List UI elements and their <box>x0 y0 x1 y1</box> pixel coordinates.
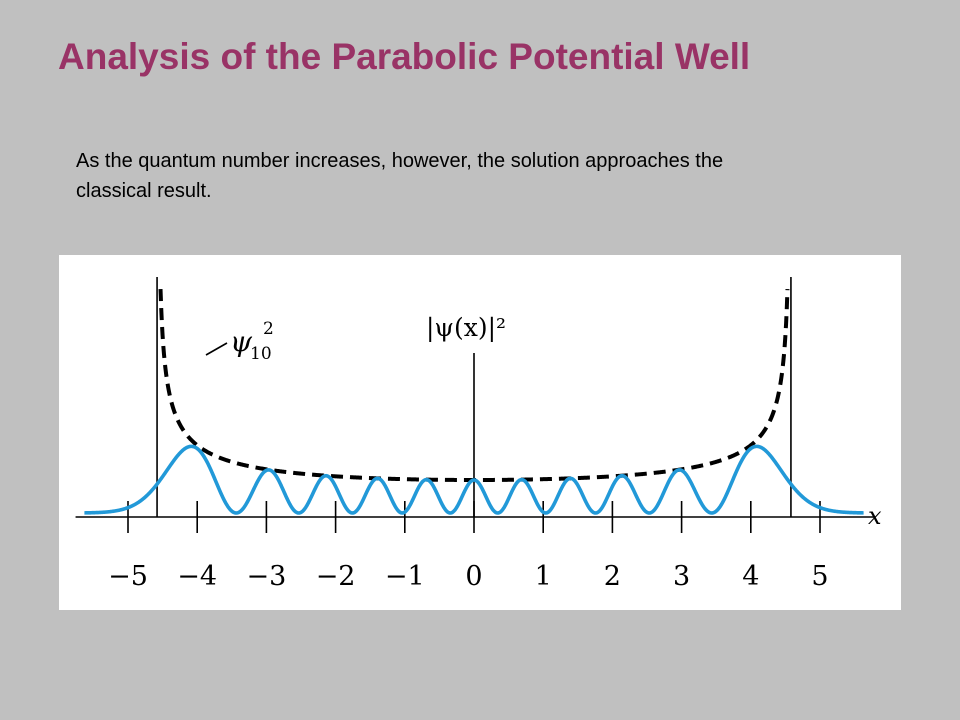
y-axis-label-text: |ψ(x)|² <box>426 313 506 343</box>
series-annotation-psi10: ψ 10 2 <box>205 319 274 364</box>
probability-density-chart: −5 −4 −3 −2 −1 0 1 2 3 4 5 x |ψ(x)|² ψ 10 2 <box>75 277 882 592</box>
annotation-superscript: 2 <box>263 319 274 339</box>
chart-figure: −5 −4 −3 −2 −1 0 1 2 3 4 5 x |ψ(x)|² ψ 10 2 <box>59 255 901 610</box>
x-tick-label: −1 <box>385 561 425 592</box>
x-tick-label: 3 <box>673 561 690 592</box>
x-tick-label: 4 <box>742 561 759 592</box>
x-tick-label: −4 <box>177 561 217 592</box>
x-tick-label: −3 <box>246 561 286 592</box>
y-axis-label: |ψ(x)|² <box>426 313 506 343</box>
x-axis-tick-labels: −5 −4 −3 −2 −1 0 1 2 3 4 5 <box>108 561 829 592</box>
x-tick-label: −5 <box>108 561 148 592</box>
annotation-psi-symbol: ψ <box>230 325 253 358</box>
x-axis-label: x <box>868 502 882 530</box>
x-tick-label: −2 <box>316 561 356 592</box>
series-line-psi10-squared <box>83 444 865 515</box>
x-tick-label: 5 <box>811 561 828 592</box>
x-tick-label: 1 <box>535 561 552 592</box>
annotation-leader-line <box>205 342 228 356</box>
x-tick-label: 0 <box>465 561 482 592</box>
slide-body-text: As the quantum number increases, however… <box>76 150 724 202</box>
x-tick-label: 2 <box>604 561 621 592</box>
turning-point-lines <box>156 277 792 517</box>
annotation-subscript: 10 <box>250 344 272 364</box>
slide-title: Analysis of the Parabolic Potential Well <box>58 36 751 77</box>
